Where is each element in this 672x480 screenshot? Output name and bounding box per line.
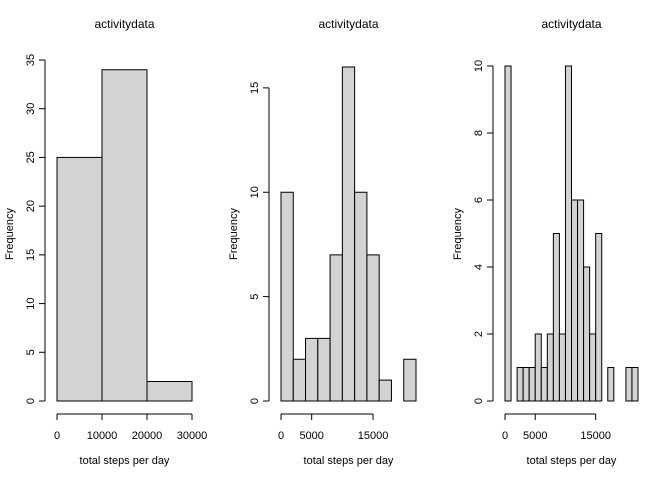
x-tick-label: 15000 <box>358 430 389 442</box>
y-tick-label: 6 <box>473 197 485 203</box>
x-tick-label: 5000 <box>523 430 547 442</box>
bar <box>329 254 343 402</box>
bar <box>583 266 591 402</box>
bar <box>571 199 579 402</box>
x-tick-label: 0 <box>278 430 284 442</box>
x-tick-label: 0 <box>502 430 508 442</box>
x-tick-label: 5000 <box>299 430 323 442</box>
y-tick-label: 0 <box>249 398 261 404</box>
y-tick-label: 10 <box>25 297 37 309</box>
y-axis-label: Frequency <box>452 208 464 260</box>
x-axis-label: total steps per day <box>304 455 394 467</box>
x-axis-label: total steps per day <box>80 455 170 467</box>
bar <box>558 333 566 402</box>
bar <box>292 358 307 402</box>
bar <box>56 156 103 402</box>
y-tick-label: 25 <box>25 151 37 163</box>
y-tick-label: 8 <box>473 130 485 136</box>
y-axis-label: Frequency <box>4 208 16 260</box>
y-tick-label: 2 <box>473 331 485 337</box>
chart-title: activitydata <box>541 17 601 31</box>
bar <box>540 367 548 402</box>
bar <box>546 333 554 402</box>
y-tick-label: 15 <box>25 249 37 261</box>
x-axis-label: total steps per day <box>527 455 617 467</box>
y-tick-label: 4 <box>473 264 485 270</box>
bar <box>522 367 530 402</box>
bar <box>516 367 524 402</box>
y-tick-label: 15 <box>249 82 261 94</box>
y-tick-label: 10 <box>249 186 261 198</box>
y-tick-label: 20 <box>25 200 37 212</box>
y-tick-label: 10 <box>473 60 485 72</box>
bar <box>504 65 512 402</box>
bar <box>280 191 294 402</box>
y-tick-label: 30 <box>25 103 37 115</box>
chart-title: activitydata <box>94 17 154 31</box>
bar <box>146 381 193 402</box>
bar <box>552 233 560 402</box>
y-tick-label: 35 <box>25 54 37 66</box>
y-tick-label: 5 <box>25 349 37 355</box>
bar <box>528 367 536 402</box>
bar <box>631 367 639 402</box>
y-tick-label: 5 <box>249 294 261 300</box>
bar <box>625 367 633 402</box>
x-tick-label: 15000 <box>580 430 611 442</box>
bar <box>589 333 597 402</box>
y-tick-label: 0 <box>473 398 485 404</box>
bar <box>534 333 542 402</box>
y-axis-label: Frequency <box>228 208 240 260</box>
bar <box>341 66 356 402</box>
bar <box>607 367 615 402</box>
x-tick-label: 30000 <box>177 430 208 442</box>
y-tick-label: 0 <box>25 398 37 404</box>
bar <box>577 199 585 402</box>
bar <box>595 233 603 402</box>
bar <box>317 337 331 402</box>
chart-title: activitydata <box>318 17 378 31</box>
bar <box>366 254 380 402</box>
bar <box>101 69 148 402</box>
bar <box>354 191 368 402</box>
bar <box>378 379 392 402</box>
bar <box>305 337 319 402</box>
x-tick-label: 0 <box>54 430 60 442</box>
x-tick-label: 20000 <box>132 430 163 442</box>
x-tick-label: 10000 <box>87 430 118 442</box>
bar <box>564 65 572 402</box>
bar <box>403 358 417 402</box>
